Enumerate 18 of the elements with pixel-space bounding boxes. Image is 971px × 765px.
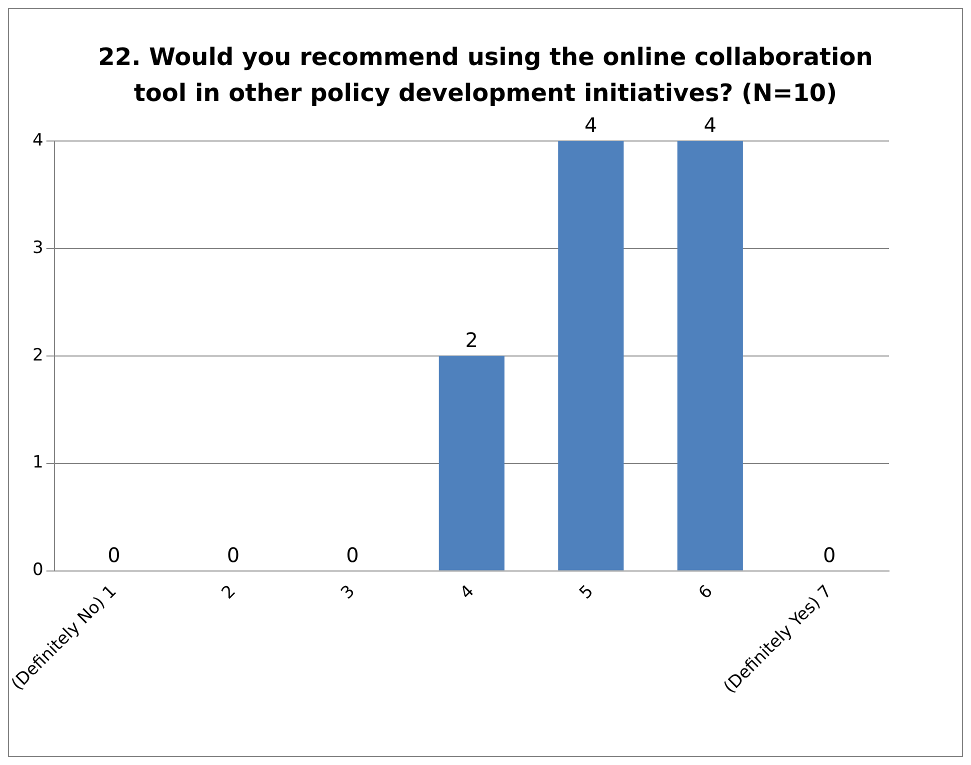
x-tick-label: 3 bbox=[337, 581, 360, 604]
chart-title: 22. Would you recommend using the online collaboration tool in other policy development initiatives? (N=10) bbox=[97, 42, 874, 109]
data-label: 0 bbox=[226, 542, 240, 567]
y-tick-label: 4 bbox=[32, 130, 44, 150]
data-label: 4 bbox=[584, 113, 598, 138]
x-tick-label: 2 bbox=[218, 581, 240, 604]
y-tick-label: 2 bbox=[32, 345, 44, 366]
x-tick-label: 5 bbox=[576, 581, 598, 604]
y-tick-label: 0 bbox=[32, 560, 44, 580]
y-tick-label: 3 bbox=[32, 238, 44, 258]
x-tick-label: 6 bbox=[695, 581, 717, 604]
data-label: 0 bbox=[823, 542, 836, 567]
data-label: 0 bbox=[346, 542, 359, 567]
data-label: 2 bbox=[465, 328, 478, 352]
data-label: 4 bbox=[704, 113, 717, 138]
x-tick-label: 4 bbox=[456, 581, 478, 604]
data-label: 0 bbox=[108, 542, 120, 567]
y-tick-label: 1 bbox=[32, 452, 44, 473]
